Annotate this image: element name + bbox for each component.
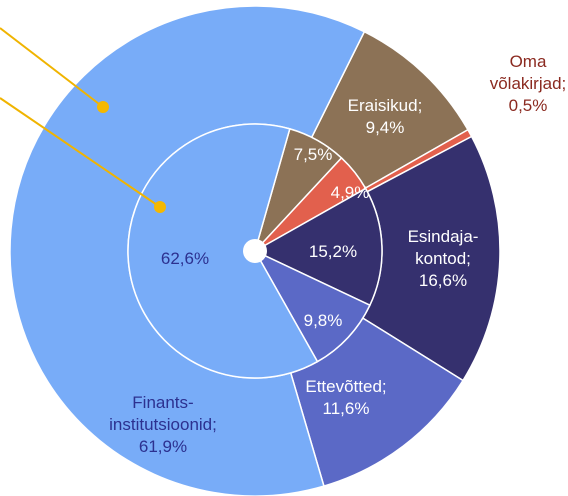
leader-dot — [97, 101, 109, 113]
data-label: 7,5% — [294, 145, 333, 164]
data-label: Ettevõtted; 11,6% — [305, 377, 386, 418]
leader-dot — [154, 201, 166, 213]
leader-line — [0, 97, 161, 208]
slice — [253, 249, 371, 363]
center-hole — [243, 239, 267, 263]
data-label: Eraisikud; 9,4% — [348, 96, 423, 137]
slice — [253, 187, 383, 307]
data-label: Esindaja-kontod; 16,6% — [408, 227, 479, 290]
data-label: 15,2% — [309, 242, 357, 261]
data-label: Finants-institutsioonid; 61,9% — [109, 393, 217, 456]
data-label: Oma võlakirjad; 0,5% — [490, 52, 567, 115]
data-label: 9,8% — [304, 311, 343, 330]
data-label: 4,9% — [331, 183, 370, 202]
data-label: 62,6% — [161, 249, 209, 268]
leader-line — [0, 27, 104, 108]
slices — [9, 5, 501, 496]
slice — [127, 123, 319, 379]
